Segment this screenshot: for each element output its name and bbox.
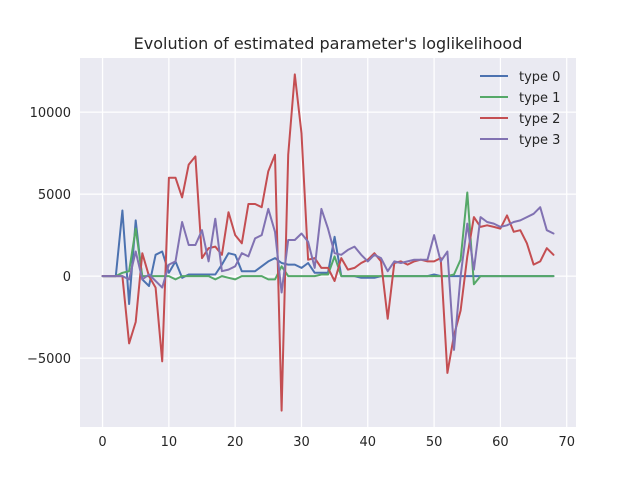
x-tick-label: 30 — [293, 435, 310, 450]
y-tick-label: 10000 — [30, 106, 71, 121]
x-tick-label: 10 — [161, 435, 178, 450]
x-tick-label: 70 — [558, 435, 575, 450]
legend-item: type 2 — [480, 112, 560, 127]
y-tick-label: 5000 — [38, 188, 71, 203]
y-tick-label: 0 — [63, 270, 71, 285]
x-tick-label: 50 — [426, 435, 443, 450]
legend-label: type 0 — [519, 70, 560, 85]
x-tick-label: 20 — [227, 435, 244, 450]
series-line-type-1 — [101, 191, 555, 286]
plot-background — [80, 58, 576, 427]
series-line-type-3 — [101, 206, 555, 351]
x-tick-label: 40 — [360, 435, 377, 450]
y-tick-label: −5000 — [27, 352, 71, 367]
legend-item: type 3 — [480, 133, 560, 148]
series-layer — [101, 73, 555, 412]
x-tick-label: 0 — [98, 435, 106, 450]
legend-item: type 0 — [480, 70, 560, 85]
legend-label: type 1 — [519, 91, 560, 106]
series-line-type-2 — [101, 73, 555, 412]
legend-item: type 1 — [480, 91, 560, 106]
legend-label: type 2 — [519, 112, 560, 127]
ticks: 0 10 20 30 40 50 60 70 −5000 0 5000 10000 — [27, 106, 575, 450]
chart-title: Evolution of estimated parameter's logli… — [134, 34, 523, 53]
legend: type 0 type 1 type 2 type 3 — [480, 70, 560, 148]
x-tick-label: 60 — [492, 435, 509, 450]
legend-label: type 3 — [519, 133, 560, 148]
